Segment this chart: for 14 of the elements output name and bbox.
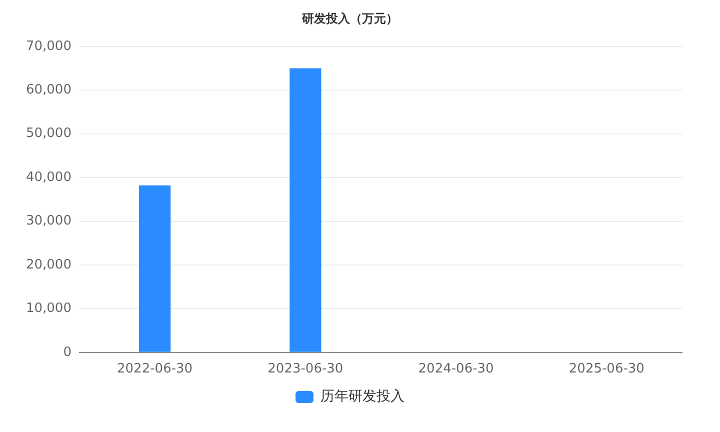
y-tick-label: 0 [63,344,72,360]
y-tick-label: 70,000 [26,38,72,54]
y-tick-label: 50,000 [26,126,72,142]
y-tick-label: 20,000 [26,257,72,272]
x-tick-label: 2022-06-30 [117,362,193,377]
y-tick-label: 40,000 [26,170,72,185]
x-tick-label: 2023-06-30 [268,362,344,377]
x-tick-label: 2025-06-30 [568,362,644,377]
chart-title: 研发投入（万元） [301,11,398,26]
y-tick-label: 10,000 [26,301,72,316]
y-tick-label: 30,000 [26,214,72,229]
x-tick-label: 2024-06-30 [418,362,494,377]
legend-label: 历年研发投入 [320,388,404,405]
y-tick-label: 60,000 [26,82,72,98]
